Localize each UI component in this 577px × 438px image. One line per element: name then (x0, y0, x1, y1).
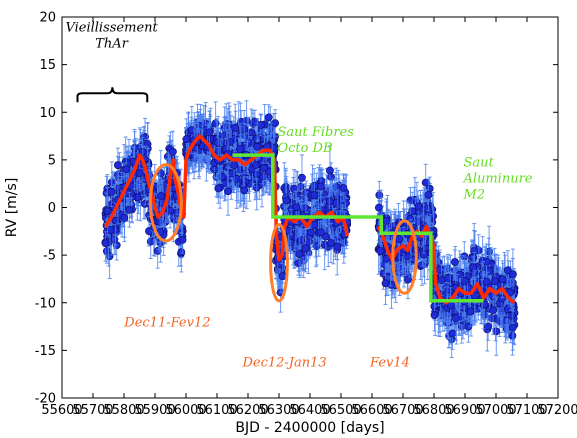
rv-point (301, 204, 310, 213)
rv-point (231, 124, 240, 132)
rv-point (224, 187, 232, 196)
rv-point (135, 169, 144, 177)
rv-point (282, 196, 291, 205)
rv-point (247, 128, 256, 137)
rv-point (146, 237, 155, 246)
rv-point (214, 184, 223, 193)
rv-point (264, 113, 273, 122)
rv-point (253, 142, 262, 151)
rv-point (166, 206, 175, 215)
rv-point (257, 121, 265, 129)
rv-point (327, 173, 336, 182)
rv-point (205, 128, 214, 137)
rv-point (326, 166, 334, 175)
rv-point (316, 228, 325, 237)
rv-point (157, 192, 165, 200)
rv-point (339, 184, 348, 192)
rv-point (103, 207, 112, 216)
rv-point (106, 226, 114, 234)
rv-point (228, 169, 237, 178)
rv-point (298, 173, 306, 182)
rv-point (107, 187, 116, 196)
rv-point (295, 250, 304, 258)
rv-point (111, 216, 120, 225)
rv-point (236, 145, 245, 153)
rv-point (101, 239, 110, 248)
rv-point (321, 232, 330, 241)
rv-point (120, 214, 129, 222)
rv-point (177, 248, 186, 257)
rv-point (316, 182, 325, 191)
rv-point (182, 135, 191, 144)
rv-point (310, 191, 319, 200)
rv-point (122, 165, 131, 174)
rv-point (102, 247, 111, 256)
rv-point (259, 163, 268, 172)
rv-point (333, 242, 342, 251)
rv-point (251, 161, 260, 169)
rv-point (306, 228, 315, 237)
rv-point (113, 161, 122, 170)
rv-point (230, 161, 239, 169)
rv-point (301, 244, 310, 253)
rv-point (218, 172, 226, 181)
rv-point (240, 186, 249, 195)
rv-point (125, 205, 134, 214)
rv-point (178, 236, 187, 244)
rv-point (252, 169, 261, 178)
rv-point (168, 147, 177, 156)
rv-point (292, 203, 301, 212)
rv-point (213, 138, 222, 147)
rv-point (327, 239, 335, 247)
